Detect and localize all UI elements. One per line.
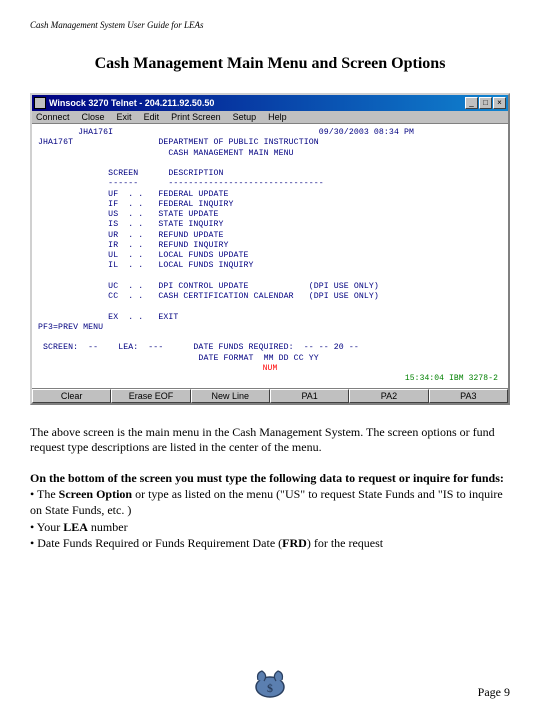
bullet2-c: number xyxy=(88,520,128,534)
status-num: NUM xyxy=(38,364,502,374)
menu-printscreen[interactable]: Print Screen xyxy=(171,112,221,122)
bullet1-b: Screen Option xyxy=(59,487,132,501)
menu-help[interactable]: Help xyxy=(268,112,287,122)
button-bar: Clear Erase EOF New Line PA1 PA2 PA3 xyxy=(32,388,508,403)
page-number: Page 9 xyxy=(478,685,510,700)
bullet1-a: • The xyxy=(30,487,59,501)
terminal-screen: JHA176I 09/30/2003 08:34 PM JHA176T DEPA… xyxy=(32,124,508,388)
status-time: 15:34:04 IBM 3278-2 xyxy=(38,374,502,384)
pa2-button[interactable]: PA2 xyxy=(349,389,428,403)
bullet3-b: FRD xyxy=(282,536,307,550)
app-icon xyxy=(34,97,46,109)
titlebar: Winsock 3270 Telnet - 204.211.92.50.50 _… xyxy=(32,95,508,111)
maximize-button[interactable]: □ xyxy=(479,97,492,109)
erase-eof-button[interactable]: Erase EOF xyxy=(111,389,190,403)
doc-title: Cash Management Main Menu and Screen Opt… xyxy=(30,55,510,73)
body-paragraph-2: On the bottom of the screen you must typ… xyxy=(30,470,510,551)
bullet3-a: • Date Funds Required or Funds Requireme… xyxy=(30,536,282,550)
window-title: Winsock 3270 Telnet - 204.211.92.50.50 xyxy=(49,98,465,108)
bullet3-c: ) for the request xyxy=(307,536,383,550)
bullet2-b: LEA xyxy=(63,520,88,534)
para2-lead: On the bottom of the screen you must typ… xyxy=(30,471,504,485)
menu-connect[interactable]: Connect xyxy=(36,112,70,122)
clear-button[interactable]: Clear xyxy=(32,389,111,403)
minimize-button[interactable]: _ xyxy=(465,97,478,109)
terminal-window: Winsock 3270 Telnet - 204.211.92.50.50 _… xyxy=(30,93,510,405)
menu-exit[interactable]: Exit xyxy=(117,112,132,122)
newline-button[interactable]: New Line xyxy=(191,389,270,403)
doc-header: Cash Management System User Guide for LE… xyxy=(30,20,510,30)
close-button[interactable]: × xyxy=(493,97,506,109)
bullet2-a: • Your xyxy=(30,520,63,534)
pa3-button[interactable]: PA3 xyxy=(429,389,508,403)
menu-setup[interactable]: Setup xyxy=(233,112,257,122)
menubar: Connect Close Exit Edit Print Screen Set… xyxy=(32,111,508,124)
body-paragraph-1: The above screen is the main menu in the… xyxy=(30,425,510,456)
svg-text:$: $ xyxy=(267,681,273,695)
menu-edit[interactable]: Edit xyxy=(144,112,160,122)
pa1-button[interactable]: PA1 xyxy=(270,389,349,403)
menu-close[interactable]: Close xyxy=(82,112,105,122)
decorative-icon: $ xyxy=(250,665,290,705)
